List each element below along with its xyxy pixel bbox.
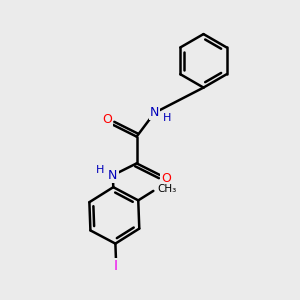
Text: H: H xyxy=(163,113,171,123)
Text: N: N xyxy=(150,106,159,119)
Text: O: O xyxy=(103,113,112,126)
Text: CH₃: CH₃ xyxy=(157,184,176,194)
Text: N: N xyxy=(108,169,118,182)
Text: O: O xyxy=(161,172,171,185)
Text: I: I xyxy=(114,260,118,274)
Text: H: H xyxy=(96,165,105,175)
